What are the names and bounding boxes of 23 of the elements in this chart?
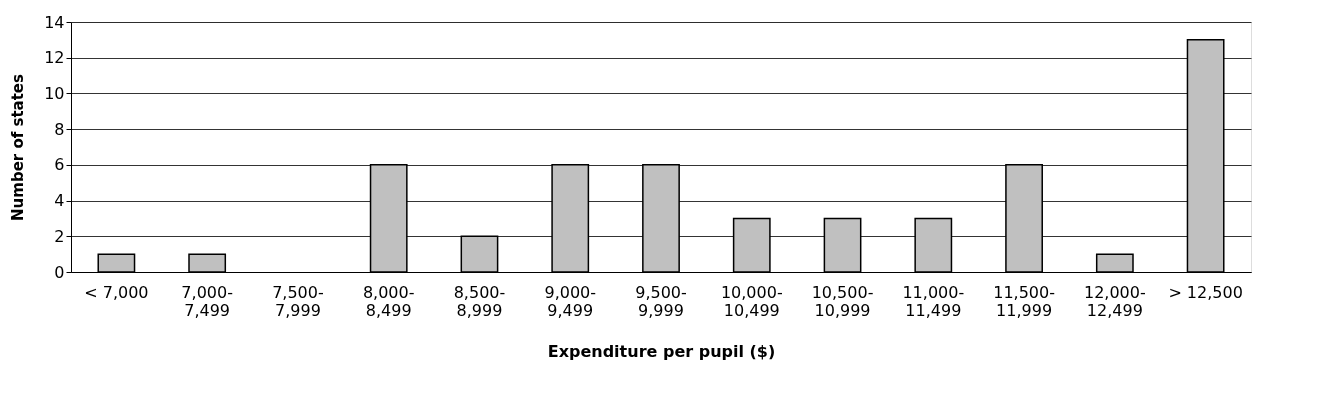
y-tick-label: 0 [54,262,65,282]
x-tick-label: 10,000- 10,499 [720,282,783,320]
x-tick-label: 9,000- 9,499 [544,282,597,320]
x-tick-label: 9,500- 9,999 [635,282,687,320]
y-tick-label: 10 [44,83,65,103]
x-tick-label: 11,500- 11,999 [993,282,1055,320]
y-tick-label: 8 [54,119,65,139]
x-tick-label: 12,000- 12,499 [1083,282,1146,320]
x-tick-label: 10,500- 10,999 [811,282,874,320]
y-tick-label: 6 [54,155,65,175]
x-tick-label: 8,500- 8,999 [453,282,506,320]
x-axis-title: Expenditure per pupil ($) [547,341,776,361]
x-tick-label: > 12,500 [1168,282,1243,302]
y-tick-label: 4 [54,191,65,211]
y-tick-label: 14 [44,12,65,32]
x-tick-label: 11,000- 11,499 [902,282,965,320]
y-axis-title: Number of states [9,73,28,221]
x-tick-label: < 7,000 [84,282,149,302]
x-tick-label: 7,500- 7,999 [272,282,324,320]
x-tick-label: 7,000- 7,499 [181,282,233,320]
y-tick-label: 12 [44,48,65,68]
y-tick-label: 2 [54,226,65,246]
x-tick-label: 8,000- 8,499 [362,282,415,320]
